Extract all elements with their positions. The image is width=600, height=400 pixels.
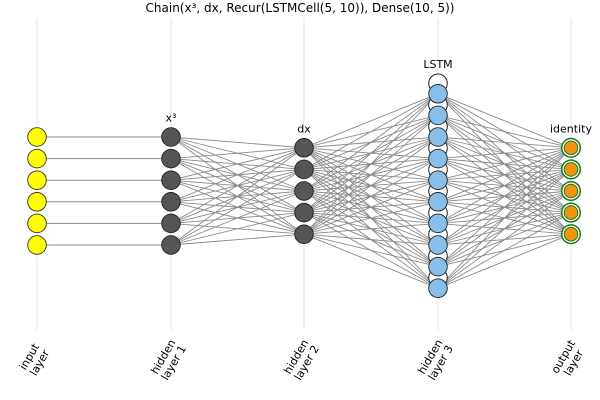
- edge-2-0-0: [303, 93, 439, 149]
- edge-3-2-0: [437, 136, 572, 149]
- neuron-3-1: [428, 105, 448, 126]
- edge-3-9-1: [437, 169, 572, 289]
- neuron-3-7: [428, 235, 448, 255]
- edge-3-0-0: [437, 93, 572, 149]
- neuron-1-2: [161, 170, 181, 190]
- edge-1-5-1: [170, 169, 305, 246]
- neuron-1-5: [161, 235, 181, 255]
- edge-2-4-5: [303, 201, 439, 235]
- edge-2-4-6: [303, 222, 439, 235]
- neuron-3-9: [428, 278, 448, 298]
- edge-3-1-0: [437, 114, 572, 149]
- neuron-0-1: [27, 148, 47, 169]
- neuron-3-6: [428, 213, 448, 234]
- edge-1-5-0: [170, 147, 305, 246]
- neuron-4-3: [563, 205, 579, 220]
- neuron-2-0: [294, 138, 314, 158]
- neuron-3-0: [428, 84, 448, 104]
- neuron-1-0: [161, 127, 181, 147]
- neuron-0-4: [27, 213, 47, 234]
- edge-2-4-1: [303, 115, 439, 235]
- neuron-3-2: [428, 127, 448, 147]
- edge-2-1-0: [303, 93, 439, 170]
- neuron-4-1: [563, 162, 579, 177]
- layer-name-2: dx: [297, 123, 311, 136]
- edge-1-5-2: [170, 190, 305, 246]
- neuron-3-8: [428, 256, 448, 277]
- edge-3-5-0: [437, 147, 572, 203]
- neuron-0-3: [27, 192, 47, 212]
- layer-name-3: LSTM: [423, 58, 452, 71]
- edge-2-3-0: [303, 93, 439, 213]
- edge-3-9-4: [437, 233, 572, 289]
- edge-2-4-7: [303, 233, 439, 246]
- edge-3-6-0: [437, 147, 572, 224]
- neuron-3-3: [428, 148, 448, 169]
- edge-2-2-0: [303, 93, 439, 192]
- connections: [37, 93, 572, 289]
- neuron-4-2: [563, 183, 579, 199]
- edge-1-5-4: [170, 233, 305, 246]
- neuron-2-2: [294, 181, 314, 201]
- edge-3-7-0: [437, 147, 572, 246]
- edge-2-4-0: [303, 93, 439, 235]
- edge-2-4-3: [303, 158, 439, 235]
- edge-2-4-9: [303, 233, 439, 289]
- edge-1-0-0: [170, 136, 305, 149]
- neuron-2-1: [294, 159, 314, 180]
- neuron-4-0: [563, 140, 579, 156]
- neuron-4-4: [563, 226, 579, 242]
- layer-name-4: identity: [550, 123, 592, 136]
- neuron-0-2: [27, 170, 47, 190]
- edge-3-9-2: [437, 190, 572, 289]
- edge-3-3-0: [437, 147, 572, 160]
- edge-1-5-3: [170, 212, 305, 246]
- edge-3-4-0: [437, 147, 572, 181]
- neuron-3-4: [428, 170, 448, 190]
- edge-1-3-0: [170, 147, 305, 203]
- edge-2-4-4: [303, 179, 439, 235]
- neuron-0-5: [27, 235, 47, 255]
- edge-2-4-2: [303, 136, 439, 235]
- edge-3-8-0: [437, 147, 572, 267]
- edge-3-9-3: [437, 212, 572, 289]
- edge-2-4-8: [303, 233, 439, 268]
- edge-1-4-0: [170, 147, 305, 224]
- edge-1-1-0: [170, 147, 305, 160]
- neuron-1-1: [161, 148, 181, 169]
- diagram-title: Chain(x³, dx, Recur(LSTMCell(5, 10)), De…: [146, 1, 455, 15]
- neuron-0-0: [27, 127, 47, 147]
- neuron-1-3: [161, 192, 181, 212]
- layer-name-1: x³: [166, 112, 177, 125]
- edge-1-2-0: [170, 147, 305, 181]
- neuron-2-3: [294, 202, 314, 223]
- edge-3-9-0: [437, 147, 572, 289]
- neurons: [27, 73, 582, 298]
- neuron-3-5: [428, 192, 448, 212]
- neuron-2-4: [294, 224, 314, 244]
- neuron-1-4: [161, 213, 181, 234]
